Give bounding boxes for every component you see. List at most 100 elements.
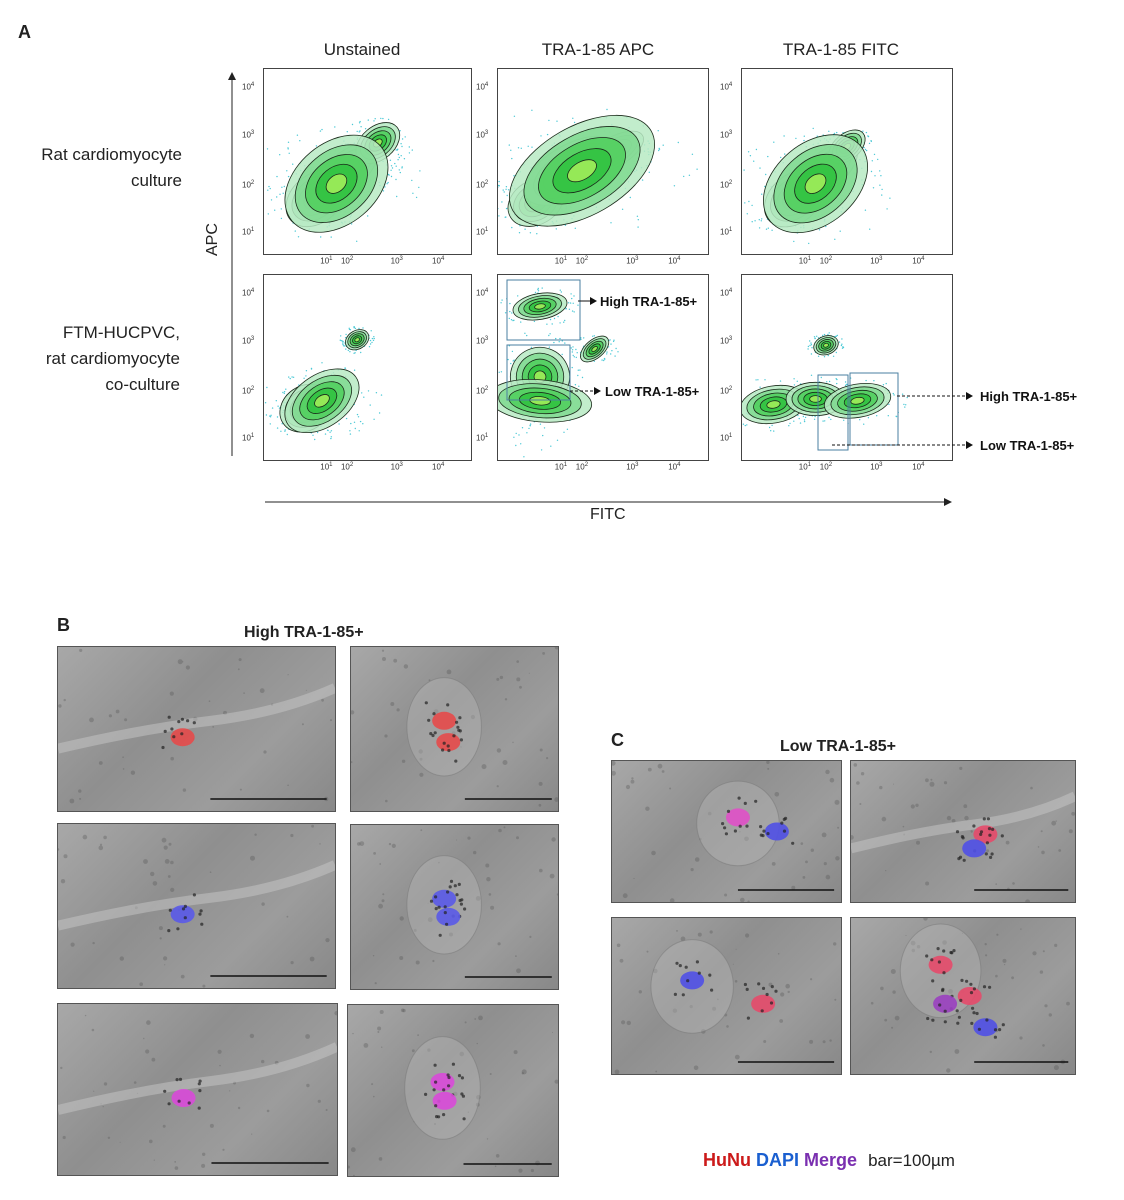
y-tick-label: 104 (242, 82, 255, 92)
x-tick-label: 103 (390, 256, 403, 266)
flow-plot (263, 68, 472, 255)
x-tick-label: 104 (912, 462, 925, 472)
y-tick-label: 104 (242, 288, 255, 298)
x-tick-label: 102 (340, 462, 354, 472)
micrograph-image (851, 763, 1075, 902)
row-label-coculture: FTM-HUCPVC, rat cardiomyocyte co-culture (10, 320, 180, 398)
column-title-unstained: Unstained (323, 40, 401, 59)
legend-scale-bar: bar=100µm (868, 1151, 955, 1170)
flow-plot (497, 274, 709, 461)
x-tick-label: 102 (819, 256, 833, 266)
row-label-line: culture (130, 171, 182, 190)
micrograph-image (58, 648, 335, 804)
flow-plot (497, 68, 709, 255)
flow-plot (741, 68, 953, 255)
y-tick-label: 102 (476, 180, 489, 190)
x-tick-label: 104 (432, 256, 445, 266)
y-tick-label: 101 (476, 432, 489, 443)
row-label-line: FTM-HUCPVC, (62, 323, 180, 342)
y-tick-label: 103 (720, 130, 733, 140)
micrograph (347, 1004, 559, 1177)
micrograph-image (357, 826, 558, 985)
y-tick-label: 102 (476, 386, 489, 396)
gate-label-fitc-low: Low TRA-1-85+ (980, 438, 1075, 453)
y-tick-label: 101 (720, 226, 733, 237)
column-title-fitc: TRA-1-85 FITC (782, 40, 900, 59)
x-tick-label: 103 (626, 256, 639, 266)
flow-plot (263, 274, 472, 461)
x-tick-label: 101 (798, 256, 812, 266)
micrograph-image (870, 918, 1070, 1073)
legend-merge: Merge (804, 1150, 858, 1170)
x-tick-label: 104 (668, 256, 681, 266)
x-axis-label: FITC (590, 506, 626, 523)
y-tick-label: 103 (242, 336, 255, 346)
panel-b-letter: B (57, 615, 70, 635)
y-tick-label: 103 (476, 130, 489, 140)
micrograph (57, 823, 336, 989)
y-tick-label: 101 (476, 226, 489, 237)
y-tick-label: 103 (720, 336, 733, 346)
micrograph (850, 760, 1076, 903)
x-tick-label: 103 (870, 462, 883, 472)
panel-a-letter: A (18, 22, 31, 42)
y-tick-label: 102 (720, 386, 733, 396)
row-label-line: Rat cardiomyocyte (41, 145, 182, 164)
micrograph (611, 917, 842, 1075)
x-tick-label: 104 (668, 462, 681, 472)
x-tick-label: 104 (432, 462, 445, 472)
micrograph (850, 917, 1076, 1075)
y-tick-label: 102 (720, 180, 733, 190)
y-tick-label: 104 (720, 288, 733, 298)
y-tick-label: 101 (720, 432, 733, 443)
contour-density (743, 127, 891, 245)
contour-density (498, 108, 698, 235)
row-label-line: rat cardiomyocyte (45, 349, 180, 368)
y-tick-label: 103 (476, 336, 489, 346)
y-tick-label: 104 (476, 288, 489, 298)
panel-c-letter: C (611, 730, 624, 750)
y-tick-label: 104 (720, 82, 733, 92)
micrograph-image (58, 1011, 337, 1170)
micrograph-image (348, 1008, 558, 1176)
x-tick-label: 103 (390, 462, 403, 472)
x-tick-label: 101 (320, 462, 333, 472)
row-label-rat-culture: Rat cardiomyocyte culture (10, 142, 182, 194)
legend-hunu: HuNu (703, 1150, 751, 1170)
micrograph (350, 646, 559, 812)
micrograph (57, 1003, 338, 1176)
panel-b-title: High TRA-1-85+ (244, 624, 364, 641)
micrograph (350, 824, 559, 990)
y-tick-label: 101 (242, 432, 255, 443)
x-tick-label: 104 (912, 256, 925, 266)
x-tick-label: 102 (819, 462, 833, 472)
y-tick-label: 101 (242, 226, 255, 237)
column-title-apc: TRA-1-85 APC (541, 40, 655, 59)
micrograph-image (351, 647, 558, 807)
x-tick-label: 101 (554, 462, 568, 472)
gate-arrows (570, 297, 973, 449)
flow-plot (741, 274, 953, 461)
y-tick-label: 102 (242, 386, 255, 396)
stain-legend: HuNu DAPI Merge bar=100µm (703, 1150, 955, 1171)
x-tick-label: 103 (870, 256, 883, 266)
x-tick-label: 102 (340, 256, 354, 266)
micrograph-image (58, 824, 335, 988)
row-label-line: co-culture (105, 375, 180, 394)
legend-dapi: DAPI (756, 1150, 800, 1170)
contour-density (264, 326, 383, 441)
gate-label-fitc-high: High TRA-1-85+ (980, 389, 1078, 404)
micrograph (57, 646, 336, 812)
micrograph (611, 760, 842, 903)
gate-label-apc-high: High TRA-1-85+ (600, 294, 698, 309)
x-tick-label: 102 (575, 256, 589, 266)
y-tick-label: 102 (242, 180, 255, 190)
axis-arrows (228, 72, 952, 506)
contour-density (498, 279, 619, 458)
x-tick-label: 102 (575, 462, 589, 472)
x-tick-label: 101 (320, 256, 333, 266)
micrograph-image (612, 761, 840, 902)
y-tick-label: 104 (476, 82, 489, 92)
x-tick-label: 101 (798, 462, 812, 472)
contour-density (742, 332, 908, 451)
